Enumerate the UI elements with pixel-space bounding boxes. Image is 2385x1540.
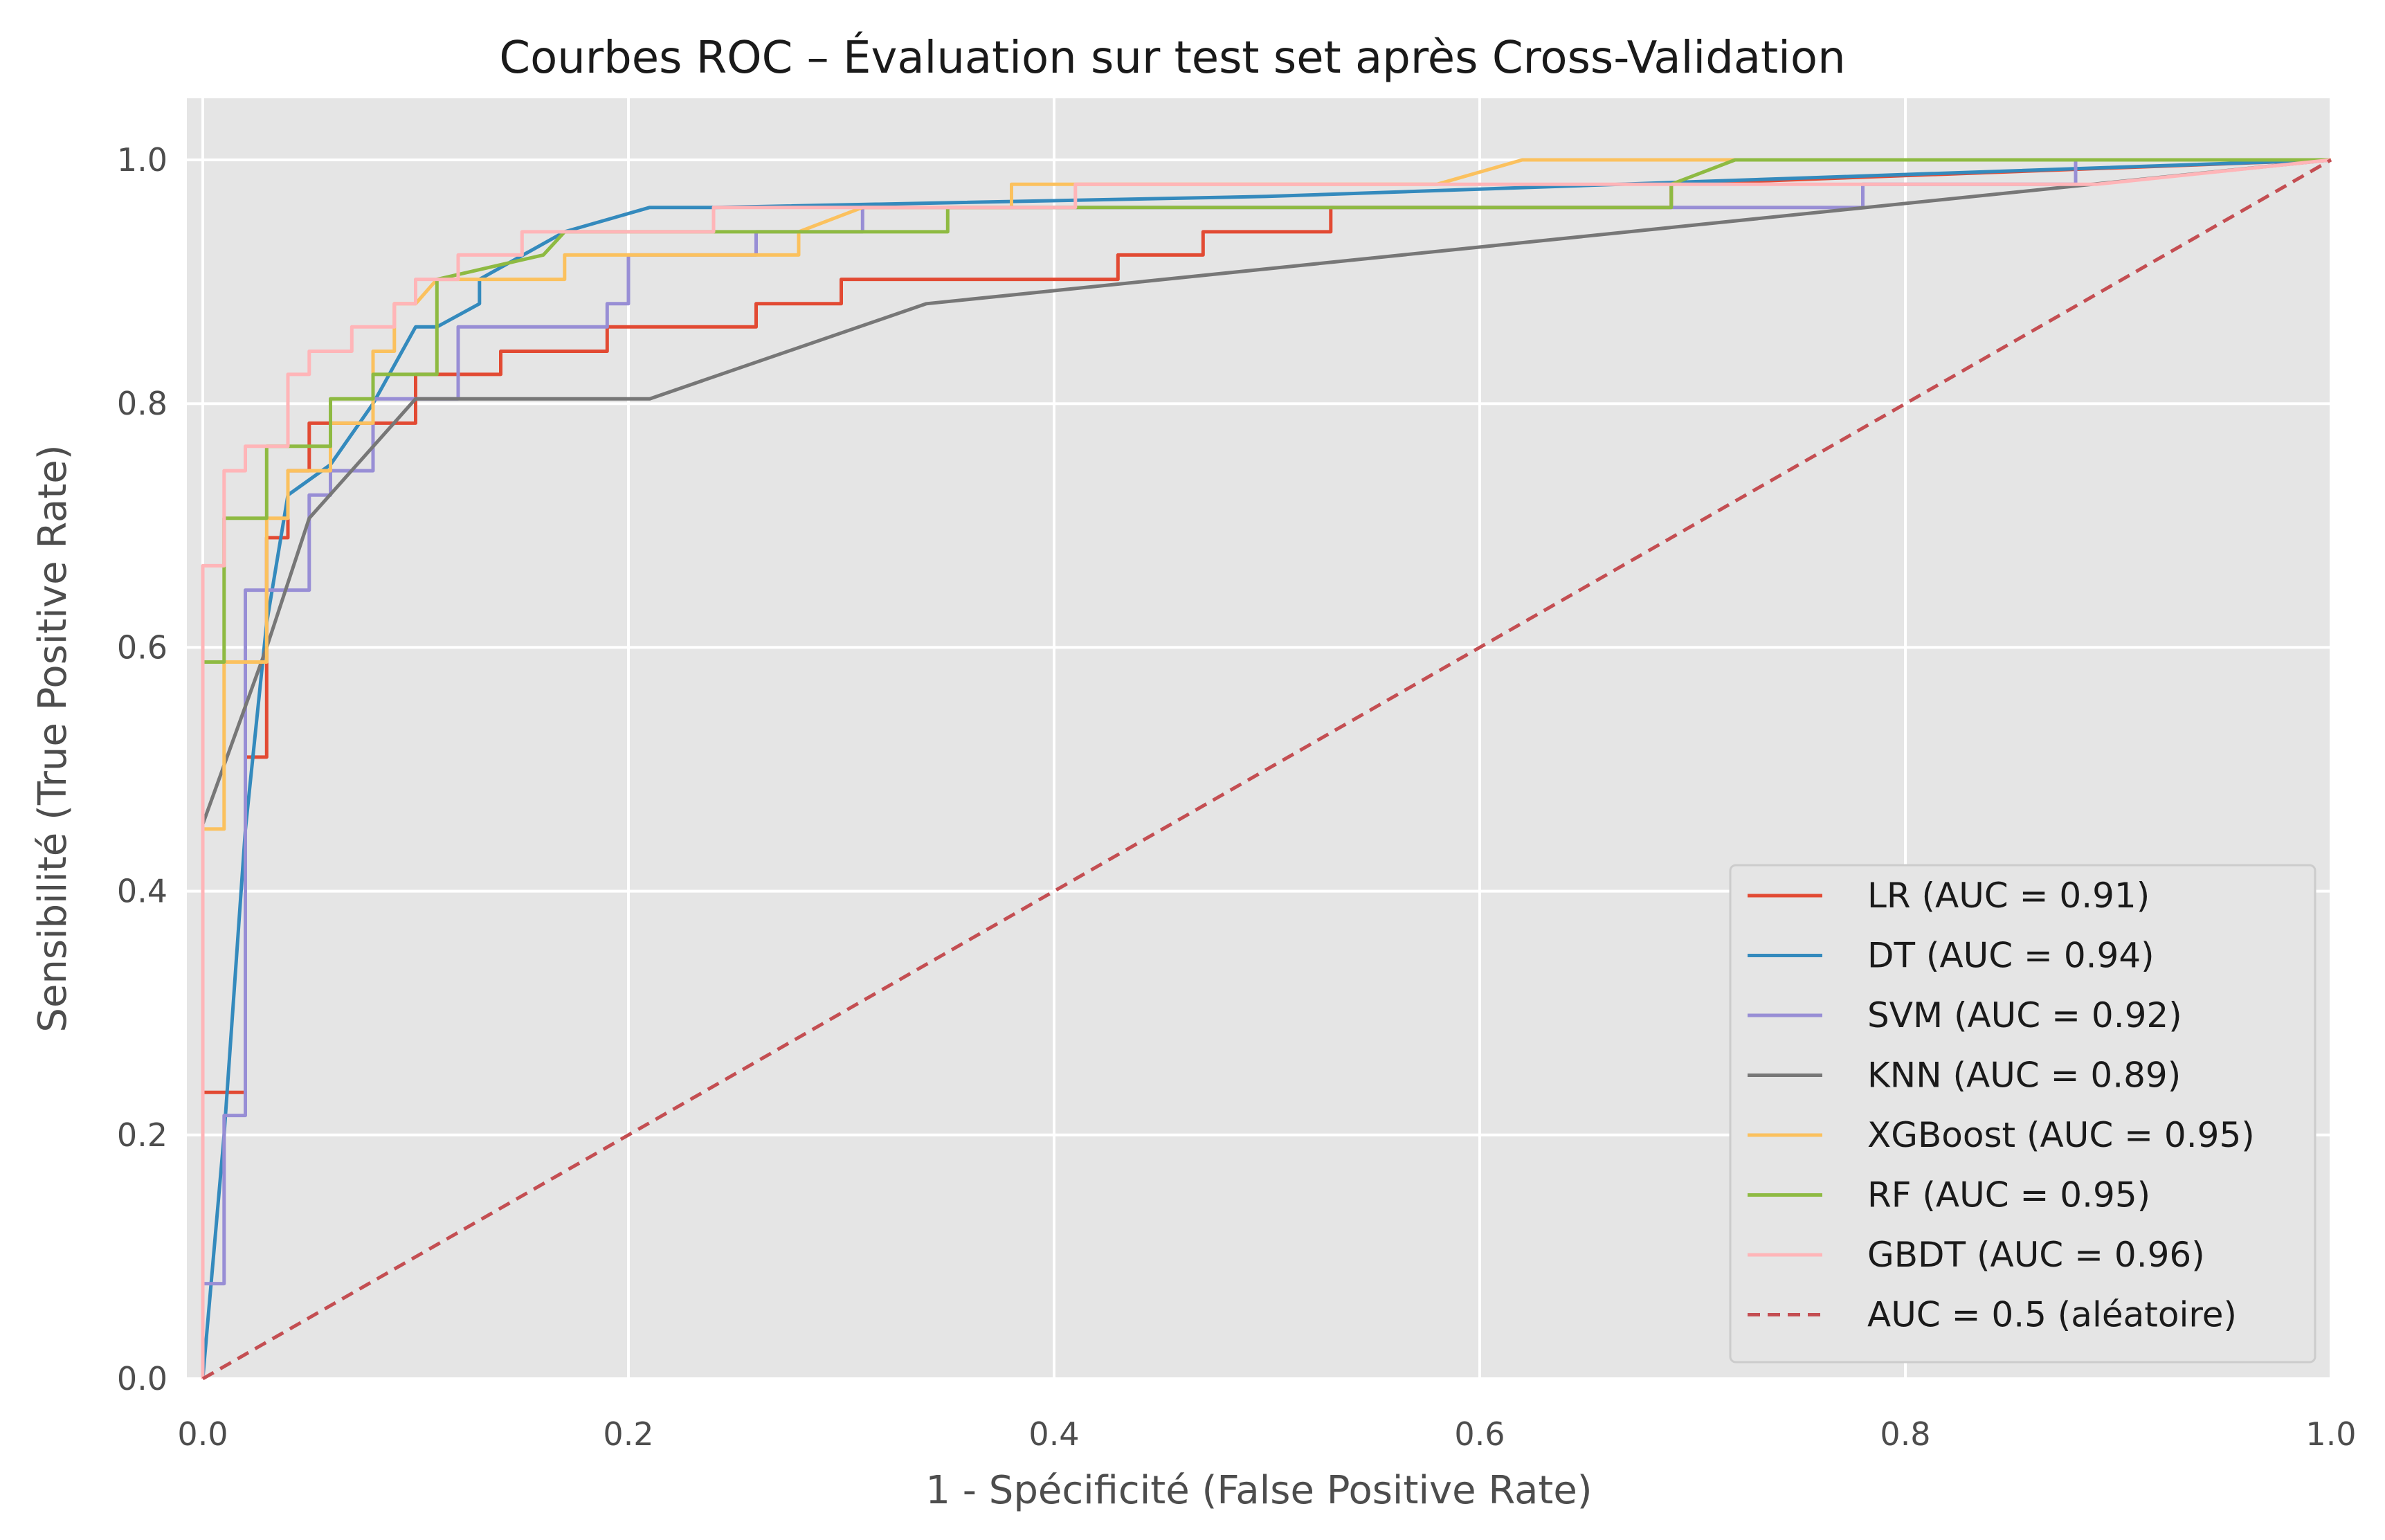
series-layer <box>201 158 2332 1381</box>
x-tick-label: 1.0 <box>2305 1415 2356 1453</box>
legend-label: SVM (AUC = 0.92) <box>1867 995 2182 1035</box>
legend-label: GBDT (AUC = 0.96) <box>1867 1235 2205 1275</box>
series-line-1 <box>201 158 2332 1379</box>
series-line-7 <box>201 158 2332 1381</box>
legend-label: DT (AUC = 0.94) <box>1867 936 2155 976</box>
x-tick-label: 0.6 <box>1454 1415 1505 1453</box>
series-line-5 <box>201 158 2331 1379</box>
y-tick-label: 0.6 <box>117 628 167 666</box>
grid-lines <box>187 98 2332 1380</box>
chart-title: Courbes ROC – Évaluation sur test set ap… <box>499 31 1845 84</box>
y-tick-label: 0.0 <box>117 1360 167 1397</box>
x-tick-label: 0.0 <box>177 1415 228 1453</box>
y-tick-label: 0.8 <box>117 385 167 422</box>
x-tick-label: 0.4 <box>1028 1415 1079 1453</box>
y-axis-label: Sensibilité (True Positive Rate) <box>30 444 75 1032</box>
y-tick-label: 1.0 <box>117 141 167 179</box>
legend-label: AUC = 0.5 (aléatoire) <box>1867 1295 2237 1335</box>
legend: LR (AUC = 0.91) DT (AUC = 0.94) SVM (AUC =… <box>1729 864 2316 1364</box>
legend-label: LR (AUC = 0.91) <box>1867 876 2150 916</box>
series-line-6 <box>201 158 2332 1379</box>
x-tick-label: 0.2 <box>603 1415 653 1453</box>
legend-label: XGBoost (AUC = 0.95) <box>1867 1115 2255 1155</box>
y-tick-label: 0.2 <box>117 1116 167 1154</box>
legend-label: KNN (AUC = 0.89) <box>1867 1056 2181 1096</box>
y-tick-label: 0.4 <box>117 873 167 910</box>
tick-labels: 0.0 0.2 0.4 0.6 0.8 1.0 0.0 0.2 0.4 0.6 0.8 1.0 <box>117 141 2357 1453</box>
x-axis-label: 1 - Spécificité (False Positive Rate) <box>925 1468 1592 1513</box>
legend-label: RF (AUC = 0.95) <box>1867 1175 2150 1215</box>
legend-box <box>1729 864 2316 1364</box>
x-tick-label: 0.8 <box>1880 1415 1930 1453</box>
